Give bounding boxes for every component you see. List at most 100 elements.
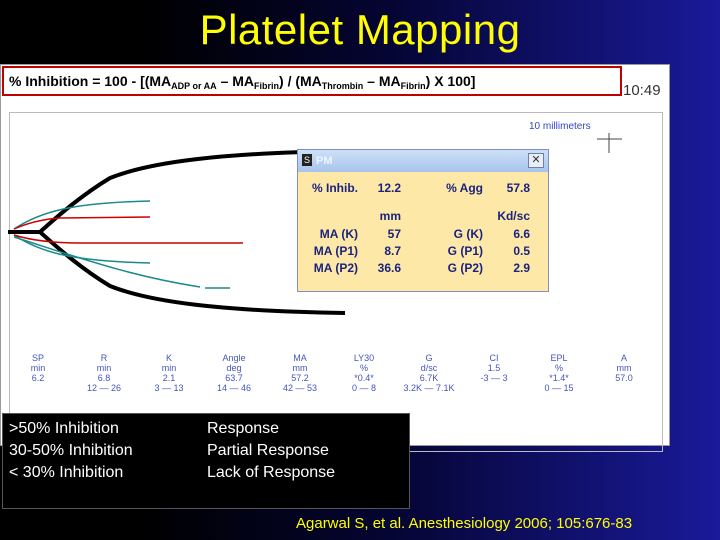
stat-name: MA bbox=[293, 353, 307, 363]
legend-response: Response bbox=[207, 420, 280, 437]
adp-trace-lower bbox=[13, 234, 243, 244]
stat-angle: Angle deg 63.7 14 — 46 bbox=[204, 353, 264, 393]
stat-range: 3.2K — 7.1K bbox=[403, 383, 455, 393]
stat-epl: EPL % *1.4* 0 — 15 bbox=[529, 353, 589, 393]
stat-unit: % bbox=[554, 363, 563, 373]
stat-range: 0 — 8 bbox=[351, 383, 376, 393]
stat-a: A mm 57.0 bbox=[594, 353, 654, 383]
legend-response: Partial Response bbox=[207, 442, 329, 459]
stat-unit: mm bbox=[616, 363, 632, 373]
stat-name: K bbox=[165, 353, 172, 363]
g-k-label: G (K) bbox=[453, 227, 483, 241]
stat-value: *0.4* bbox=[354, 373, 374, 383]
formula-sub-fibrin: Fibrin bbox=[254, 81, 280, 91]
stat-value: 57.2 bbox=[291, 373, 309, 383]
close-button[interactable]: ✕ bbox=[528, 153, 544, 168]
window-time: 10:49 bbox=[623, 82, 661, 99]
stat-range: -3 — 3 bbox=[480, 373, 508, 383]
pm-results-grid: % Inhib. 12.2 % Agg 57.8 mm Kd/sc MA (K)… bbox=[298, 172, 548, 278]
stat-ci: CI 1.5 -3 — 3 bbox=[464, 353, 524, 383]
unit-mm: mm bbox=[379, 209, 401, 223]
stat-g: G d/sc 6.7K 3.2K — 7.1K bbox=[399, 353, 459, 393]
agg-label: % Agg bbox=[446, 181, 483, 195]
stat-value: 6.7K bbox=[419, 373, 439, 383]
stat-unit: mm bbox=[292, 363, 308, 373]
scale-label: 10 millimeters bbox=[529, 121, 591, 132]
stat-range: 12 — 26 bbox=[86, 383, 122, 393]
legend-range: 30-50% Inhibition bbox=[9, 442, 133, 459]
pm-row-p1: MA (P1) 8.7 G (P1) 0.5 bbox=[298, 244, 548, 261]
inhibition-formula: % Inhibition = 100 - [(MAADP or AA – MAF… bbox=[2, 66, 622, 96]
formula-mid2: ) / (MA bbox=[279, 73, 322, 89]
legend-range: >50% Inhibition bbox=[9, 420, 119, 437]
stat-name: LY30 bbox=[353, 353, 375, 363]
stat-ma: MA mm 57.2 42 — 53 bbox=[270, 353, 330, 393]
pm-window-title: PM bbox=[316, 155, 333, 167]
stat-unit: % bbox=[359, 363, 368, 373]
inhib-label: % Inhib. bbox=[312, 181, 358, 195]
ma-p1-value: 8.7 bbox=[384, 244, 401, 258]
stat-name: SP bbox=[31, 353, 44, 363]
stat-name: EPL bbox=[550, 353, 568, 363]
pm-window[interactable]: S PM ✕ % Inhib. 12.2 % Agg 57.8 mm Kd/sc… bbox=[297, 149, 549, 292]
formula-mid3: – MA bbox=[363, 73, 401, 89]
stat-unit: d/sc bbox=[420, 363, 438, 373]
formula-sub-adp: ADP or AA bbox=[171, 81, 217, 91]
kaolin-trace bbox=[8, 149, 346, 234]
formula-suffix: ) X 100] bbox=[425, 73, 476, 89]
stat-unit: min bbox=[30, 363, 46, 373]
formula-prefix: % Inhibition = 100 - [(MA bbox=[9, 73, 172, 89]
stat-unit: min bbox=[96, 363, 112, 373]
formula-sub-fibrin-2: Fibrin bbox=[400, 81, 426, 91]
stat-range: 14 — 46 bbox=[216, 383, 252, 393]
legend-response: Lack of Response bbox=[207, 464, 336, 481]
pm-titlebar[interactable]: S PM ✕ bbox=[298, 150, 548, 172]
legend-range: < 30% Inhibition bbox=[9, 464, 124, 481]
g-p1-value: 0.5 bbox=[513, 244, 530, 258]
formula-sub-thrombin: Thrombin bbox=[321, 81, 364, 91]
pm-row-p2: MA (P2) 36.6 G (P2) 2.9 bbox=[298, 261, 548, 278]
ma-p1-label: MA (P1) bbox=[313, 244, 358, 258]
stat-value: 6.8 bbox=[97, 373, 111, 383]
stat-value: 63.7 bbox=[225, 373, 243, 383]
g-k-value: 6.6 bbox=[513, 227, 530, 241]
stat-range: 0 — 15 bbox=[544, 383, 574, 393]
app-logo-icon: S bbox=[302, 154, 312, 166]
unit-kd: Kd/sc bbox=[497, 209, 530, 223]
agg-value: 57.8 bbox=[506, 181, 530, 195]
stat-name: R bbox=[100, 353, 108, 363]
stat-r: R min 6.8 12 — 26 bbox=[74, 353, 134, 393]
fibrin-trace-outer-lower bbox=[13, 236, 201, 288]
stat-value: 2.1 bbox=[162, 373, 176, 383]
fibrin-trace-upper bbox=[13, 200, 151, 230]
pm-row-kaolin: MA (K) 57 G (K) 6.6 bbox=[298, 227, 548, 244]
g-p1-label: G (P1) bbox=[447, 244, 483, 258]
stat-name: G bbox=[425, 353, 433, 363]
stat-sp: SP min 6.2 bbox=[8, 353, 68, 383]
ma-k-value: 57 bbox=[387, 227, 401, 241]
adp-trace-upper bbox=[13, 216, 151, 230]
ma-k-label: MA (K) bbox=[319, 227, 358, 241]
slide-title: Platelet Mapping bbox=[199, 6, 521, 53]
scale-marker bbox=[597, 133, 622, 153]
stat-value: 1.5 bbox=[487, 363, 501, 373]
g-p2-label: G (P2) bbox=[447, 261, 483, 275]
stat-range: 3 — 13 bbox=[154, 383, 184, 393]
citation: Agarwal S, et al. Anesthesiology 2006; 1… bbox=[296, 515, 633, 532]
response-legend: >50% Inhibition Response 30-50% Inhibiti… bbox=[2, 413, 410, 509]
formula-mid1: – MA bbox=[216, 73, 255, 89]
pm-units-row: mm Kd/sc bbox=[298, 209, 548, 227]
stat-value: 57.0 bbox=[615, 373, 633, 383]
stat-name: A bbox=[620, 353, 627, 363]
g-p2-value: 2.9 bbox=[513, 261, 530, 275]
stat-range: 42 — 53 bbox=[282, 383, 318, 393]
stat-k: K min 2.1 3 — 13 bbox=[139, 353, 199, 393]
pm-inhibition-row: % Inhib. 12.2 % Agg 57.8 bbox=[298, 181, 548, 199]
ma-p2-value: 36.6 bbox=[377, 261, 401, 275]
ma-p2-label: MA (P2) bbox=[313, 261, 358, 275]
stat-name: Angle bbox=[222, 353, 246, 363]
stat-value: 6.2 bbox=[31, 373, 45, 383]
inhib-value: 12.2 bbox=[377, 181, 401, 195]
stat-ly30: LY30 % *0.4* 0 — 8 bbox=[334, 353, 394, 393]
